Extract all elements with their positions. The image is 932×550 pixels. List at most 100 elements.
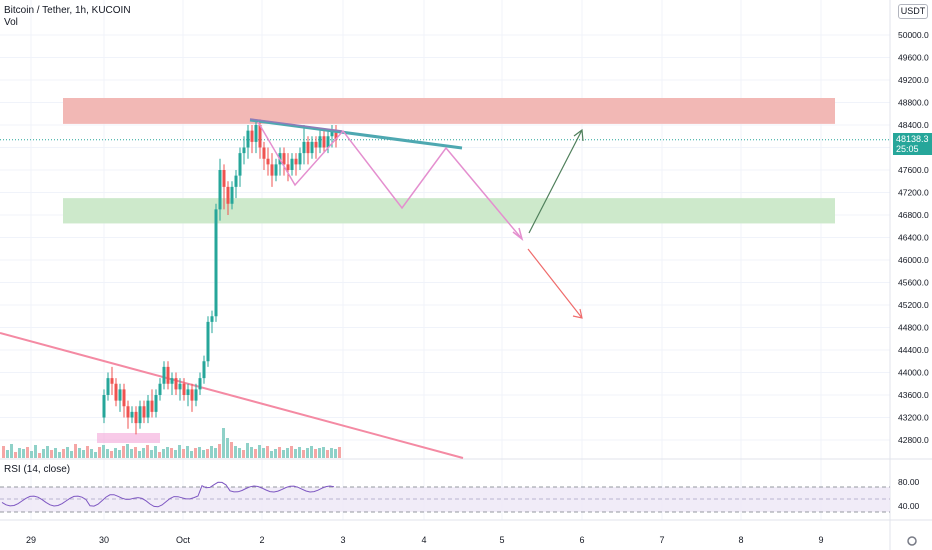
candle-body (258, 125, 262, 148)
candle-body (134, 411, 138, 424)
price-tick-label: 44400.0 (898, 345, 929, 355)
candle-body (158, 383, 162, 395)
candle-body (266, 158, 270, 165)
time-axis: 29 30 Oct 2 3 4 5 6 7 8 9 (26, 535, 917, 546)
current-price-value: 48138.3 (896, 134, 929, 144)
volume-bar (98, 447, 101, 458)
candle-body (106, 378, 110, 395)
price-tick-label: 49200.0 (898, 75, 929, 85)
time-tick-label: 8 (738, 535, 743, 545)
candle-body (210, 316, 214, 322)
trendline-overlay (249, 118, 343, 132)
volume-bar (2, 446, 5, 458)
volume-bar (30, 451, 33, 458)
candle-body (142, 406, 146, 418)
volume-bar (254, 449, 257, 458)
volume-bar (306, 448, 309, 458)
volume-bar (82, 450, 85, 458)
candle-body (130, 411, 134, 418)
candle-body (262, 147, 266, 159)
price-tick-label: 46800.0 (898, 210, 929, 220)
volume-bar (230, 442, 233, 458)
volume-bar (26, 447, 29, 458)
candle-body (202, 361, 206, 379)
time-tick-label: 9 (818, 535, 823, 545)
volume-bar (314, 449, 317, 458)
volume-bar (146, 445, 149, 458)
candle-body (230, 186, 234, 204)
currency-button[interactable]: USDT (898, 4, 928, 19)
candle-body (254, 125, 258, 142)
volume-bar (290, 446, 293, 458)
volume-bars (2, 428, 341, 458)
volume-bar (298, 447, 301, 458)
candle-body (238, 153, 242, 176)
price-tick-label: 42800.0 (898, 435, 929, 445)
time-tick-label: 6 (579, 535, 584, 545)
candle-body (198, 378, 202, 390)
symbol-title[interactable]: Bitcoin / Tether, 1h, KUCOIN (4, 5, 131, 16)
volume-label[interactable]: Vol (4, 17, 18, 28)
candle-body (190, 389, 194, 401)
volume-bar (186, 446, 189, 458)
volume-bar (286, 448, 289, 458)
bullish-arrowhead (573, 128, 584, 142)
volume-bar (138, 451, 141, 458)
volume-bar (294, 449, 297, 458)
volume-bar (50, 450, 53, 458)
price-tick-label: 43600.0 (898, 390, 929, 400)
gear-icon[interactable] (907, 536, 917, 546)
volume-bar (62, 449, 65, 458)
volume-bar (86, 446, 89, 458)
volume-bar (134, 447, 137, 458)
descending-trendline (0, 332, 464, 459)
volume-bar (210, 446, 213, 458)
drawings-back (0, 139, 890, 459)
support-zone (63, 198, 835, 224)
price-tick-label: 47200.0 (898, 188, 929, 198)
rsi-line (1, 481, 335, 508)
candle-body (206, 321, 210, 362)
volume-bar (66, 447, 69, 458)
volume-bar (54, 448, 57, 458)
volume-bar (190, 451, 193, 458)
rsi-title[interactable]: RSI (14, close) (4, 464, 71, 475)
price-tick-label: 45200.0 (898, 300, 929, 310)
volume-bar (282, 450, 285, 458)
candle-body (294, 158, 298, 165)
candles (102, 119, 338, 435)
volume-bar (46, 446, 49, 458)
price-tick-label: 47600.0 (898, 165, 929, 175)
price-axis: 50000.049600.049200.048800.048400.048000… (898, 30, 929, 445)
time-tick-label: 30 (99, 535, 109, 545)
candle-body (126, 406, 130, 418)
chart-legend: Bitcoin / Tether, 1h, KUCOIN Vol (4, 5, 131, 29)
candle-body (146, 400, 150, 418)
volume-bar (322, 447, 325, 458)
candle-body (246, 130, 250, 148)
volume-bar (338, 447, 341, 458)
candle-body (118, 389, 122, 401)
price-tick-label: 46400.0 (898, 233, 929, 243)
drawings (249, 118, 584, 319)
time-tick-label: 5 (499, 535, 504, 545)
projection-path (257, 121, 523, 240)
volume-bar (158, 452, 161, 458)
candle-body (174, 378, 178, 390)
volume-bar (126, 444, 129, 458)
volume-bar (246, 443, 249, 458)
volume-bar (106, 449, 109, 458)
volume-bar (102, 445, 105, 458)
candle-body (226, 186, 230, 204)
volume-bar (162, 449, 165, 458)
volume-bar (142, 448, 145, 458)
candle-body (114, 383, 118, 401)
volume-bar (238, 448, 241, 458)
volume-bar (42, 449, 45, 458)
candle-body (150, 400, 154, 412)
time-tick-label: 3 (340, 535, 345, 545)
candle-body (122, 389, 126, 407)
time-tick-label: 29 (26, 535, 36, 545)
